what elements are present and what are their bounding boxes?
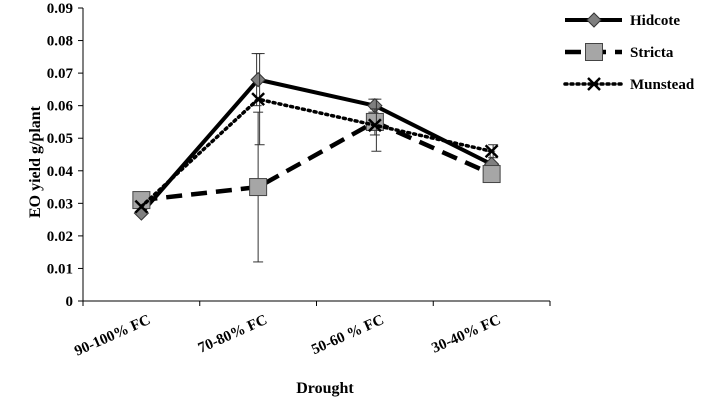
y-tick-label: 0.08: [47, 34, 73, 50]
legend-label: Hidcote: [630, 13, 680, 29]
x-axis-title: Drought: [296, 380, 354, 397]
x-tick-label: 70-80% FC: [196, 312, 270, 357]
y-tick-label: 0.07: [47, 66, 74, 82]
data-point: [367, 118, 382, 133]
legend-marker: [587, 77, 601, 91]
legend-marker: [586, 12, 602, 28]
series-stricta: [132, 108, 501, 263]
y-tick-label: 0.03: [47, 196, 73, 212]
y-tick-label: 0.06: [47, 99, 74, 115]
legend-label: Stricta: [630, 45, 674, 61]
y-tick-label: 0.09: [47, 1, 73, 17]
series-line: [141, 119, 493, 203]
data-point: [251, 92, 266, 107]
x-tick-label: 50-60 % FC: [309, 312, 386, 358]
x-tick-label: 90-100% FC: [72, 312, 153, 360]
series-munstead: [134, 53, 499, 214]
series-line: [139, 77, 493, 215]
data-point: [250, 71, 266, 88]
data-point: [249, 178, 268, 197]
series-line: [139, 97, 494, 209]
y-tick-label: 0.01: [47, 261, 73, 277]
series-hidcote: [133, 53, 500, 221]
x-marker-stroke: [134, 199, 149, 214]
legend-marker: [585, 43, 603, 61]
legend-item: Stricta: [565, 43, 674, 61]
x-marker-stroke: [587, 77, 601, 91]
x-tick-label: 30-40% FC: [429, 312, 503, 357]
data-point: [134, 199, 149, 214]
y-tick-label: 0.05: [47, 131, 73, 147]
y-tick-label: 0.04: [47, 164, 74, 180]
legend-item: Hidcote: [565, 12, 680, 29]
x-marker-stroke: [251, 92, 266, 107]
data-point: [484, 144, 499, 159]
x-marker-stroke: [484, 144, 499, 159]
legend-label: Munstead: [630, 77, 695, 93]
y-axis-title: EO yield g/plant: [27, 105, 44, 218]
y-tick-label: 0: [66, 294, 74, 310]
y-tick-label: 0.02: [47, 229, 73, 245]
data-point: [482, 165, 501, 184]
x-marker-stroke: [367, 118, 382, 133]
legend-item: Munstead: [563, 77, 695, 93]
